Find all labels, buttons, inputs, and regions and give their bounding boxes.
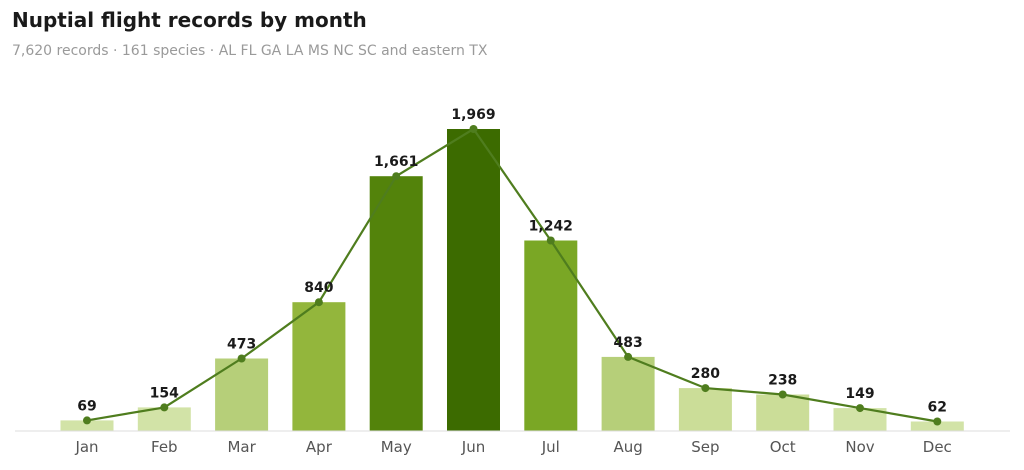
trend-point-group [83,125,942,426]
value-label-may: 1,661 [374,154,418,170]
trend-point-jan [83,416,91,425]
x-tick-aug: Aug [613,438,642,456]
value-label-group: 69 154 473 840 1,661 1,969 1,242 483 280 238 149 62 [77,107,947,416]
trend-point-nov [856,404,864,413]
x-tick-feb: Feb [151,438,178,456]
chart-title: Nuptial flight records by month [12,8,367,32]
bar-dec [910,421,964,431]
bar-jun [447,129,500,431]
value-label-apr: 840 [304,280,333,296]
value-label-nov: 149 [845,386,874,402]
value-label-dec: 62 [928,400,947,416]
trend-point-jun [469,125,478,133]
bar-oct [756,394,810,431]
trend-line [86,127,938,423]
bar-may [369,176,423,431]
trend-point-aug [624,352,633,361]
trend-point-dec [933,417,942,426]
bar-jul [524,240,578,431]
value-label-oct: 238 [768,373,797,389]
trend-point-apr [314,298,323,307]
x-tick-dec: Dec [923,438,952,456]
value-label-aug: 483 [613,335,642,351]
x-tick-may: May [381,438,412,456]
x-tick-jun: Jun [461,438,485,456]
bar-apr [292,302,346,431]
trend-point-oct [778,390,787,399]
x-tick-sep: Sep [691,438,719,456]
value-label-jun: 1,969 [451,107,495,123]
bar-group [60,129,964,431]
bar-feb [137,407,191,431]
trend-point-feb [160,403,169,412]
value-label-mar: 473 [227,337,256,353]
chart-subtitle: 7,620 records · 161 species · AL FL GA L… [12,43,488,59]
trend-point-sep [701,384,710,393]
x-tick-apr: Apr [306,438,333,456]
trend-point-mar [237,354,246,363]
value-label-jul: 1,242 [529,219,573,235]
bar-aug [601,356,655,431]
value-label-sep: 280 [691,366,720,382]
bar-jan [60,420,114,431]
x-tick-oct: Oct [770,438,796,456]
x-tick-mar: Mar [227,438,256,456]
value-label-jan: 69 [77,398,96,414]
bar-sep [678,388,732,431]
trend-point-jul [546,236,555,245]
x-tick-group: Jan Feb Mar Apr May Jun Jul Aug Sep Oct Nov Dec [74,438,951,456]
value-label-feb: 154 [150,385,179,401]
x-tick-jan: Jan [74,438,98,456]
x-tick-nov: Nov [845,438,874,456]
trend-point-may [392,172,401,181]
x-tick-jul: Jul [541,438,560,456]
bar-nov [833,408,887,431]
